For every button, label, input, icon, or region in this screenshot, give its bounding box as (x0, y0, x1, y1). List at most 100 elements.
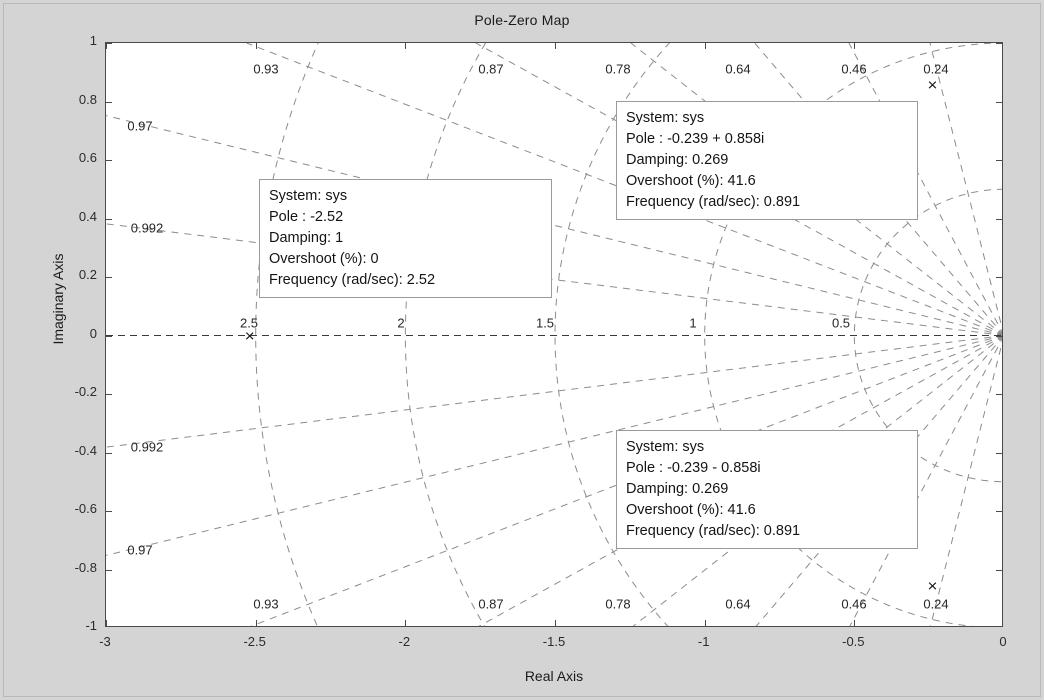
y-tick-mark (996, 101, 1002, 103)
frequency-label-2: 2 (397, 315, 405, 331)
damping-ray-0.24 (929, 341, 1002, 626)
datatip-real-pole[interactable]: System: sys Pole : -2.52 Damping: 1 Over… (259, 179, 552, 299)
y-tick-mark (996, 569, 1002, 571)
x-tick-label: -3 (99, 634, 111, 649)
datatip-frequency: Frequency (rad/sec): 0.891 (626, 193, 801, 210)
x-tick-mark (255, 620, 257, 626)
y-tick-label: 0.6 (78, 150, 97, 165)
damping-ray-0.97 (106, 335, 1002, 556)
datatip-frequency: Frequency (rad/sec): 0.891 (626, 522, 801, 539)
frequency-label-0.5: 0.5 (831, 315, 851, 331)
damping-label-bottom-0.87: 0.87 (478, 596, 504, 612)
x-tick-mark (704, 43, 706, 49)
y-tick-mark (106, 160, 112, 161)
damping-label-bottom-0.24: 0.24 (923, 596, 949, 612)
wn-arc-1 (704, 43, 1002, 626)
y-tick-mark (996, 452, 1002, 454)
x-tick-label: -2.5 (243, 634, 266, 649)
x-tick-mark (854, 620, 856, 626)
damping-ray-0.46 (849, 338, 1002, 626)
damping-label-left-lower-0.992: 0.992 (130, 439, 164, 455)
wn-arc-1.5 (554, 43, 671, 626)
x-tick-label: -1.5 (542, 634, 566, 649)
datatip-pole: Pole : -2.52 (269, 208, 344, 225)
damping-ray-0.24 (929, 43, 1002, 330)
y-tick-label: 0.4 (78, 208, 97, 224)
damping-label-top-0.64: 0.64 (725, 61, 751, 77)
damping-label-bottom-0.46: 0.46 (841, 596, 867, 612)
datatip-overshoot: Overshoot (%): 41.6 (626, 172, 756, 189)
x-tick-mark (555, 43, 556, 49)
x-tick-mark (106, 43, 107, 49)
x-tick-label: -1 (697, 634, 710, 649)
y-tick-label: 1 (89, 33, 97, 48)
wn-arc-2.5 (255, 43, 319, 626)
x-tick-mark (704, 620, 706, 626)
damping-label-left-0.97: 0.97 (127, 118, 153, 134)
x-tick-mark (255, 43, 257, 49)
wn-arc-0.5 (853, 188, 1002, 483)
damping-ray-0.46 (848, 43, 1002, 333)
x-tick-mark (106, 620, 107, 626)
y-tick-label: 0.8 (78, 91, 97, 107)
x-tick-label: -0.5 (842, 634, 865, 649)
y-tick-mark (996, 394, 1002, 395)
y-tick-label: -0.4 (74, 442, 97, 458)
y-tick-mark (106, 101, 112, 103)
damping-label-top-0.93: 0.93 (253, 61, 279, 77)
damping-ray-0.992 (106, 223, 1002, 336)
damping-label-top-0.87: 0.87 (478, 61, 504, 77)
y-tick-mark (106, 218, 112, 220)
damping-label-bottom-0.93: 0.93 (253, 596, 279, 612)
damping-label-bottom-0.78: 0.78 (605, 596, 631, 612)
y-tick-mark (996, 218, 1002, 220)
frequency-label-1: 1 (689, 315, 697, 331)
damping-label-top-0.24: 0.24 (923, 61, 949, 77)
y-tick-mark (106, 335, 112, 337)
y-tick-mark (106, 569, 112, 571)
y-axis-title: Imaginary Axis (50, 253, 66, 345)
damping-label-left-0.992: 0.992 (130, 220, 164, 236)
y-tick-mark (996, 511, 1002, 512)
frequency-label-1.5: 1.5 (535, 315, 555, 331)
x-tick-label: -2 (398, 634, 411, 649)
y-tick-label: -0.2 (74, 384, 97, 399)
pole-marker[interactable]: × (244, 326, 255, 345)
wn-arc-2 (404, 43, 486, 626)
y-tick-mark (996, 335, 1002, 337)
datatip-pole: Pole : -0.239 - 0.858i (626, 459, 761, 476)
y-tick-label: -0.6 (74, 501, 97, 516)
damping-ray-0.992 (106, 335, 1002, 448)
datatip-damping: Damping: 1 (269, 229, 344, 246)
datatip-damping: Damping: 0.269 (626, 480, 729, 497)
x-tick-mark (555, 620, 556, 626)
damping-label-left-lower-0.97: 0.97 (127, 542, 153, 558)
y-tick-label: -0.8 (74, 559, 97, 575)
y-tick-label: 0.2 (78, 267, 97, 282)
y-tick-label: -1 (85, 618, 97, 633)
pole-marker[interactable]: × (927, 576, 938, 596)
x-tick-mark (405, 43, 407, 49)
page-title: Pole-Zero Map (474, 12, 570, 28)
datatip-system: System: sys (626, 110, 705, 126)
datatip-system: System: sys (269, 188, 348, 204)
y-tick-mark (996, 277, 1002, 278)
datatip-pole: Pole : -0.239 + 0.858i (626, 130, 765, 147)
y-tick-mark (106, 511, 112, 512)
x-tick-label: 0 (999, 634, 1007, 649)
x-axis-title: Real Axis (524, 668, 584, 684)
damping-label-top-0.46: 0.46 (841, 61, 867, 77)
frequency-label-2.5: 2.5 (239, 315, 259, 331)
x-tick-mark (854, 43, 856, 49)
y-tick-mark (106, 43, 112, 44)
datatip-system: System: sys (626, 439, 705, 455)
y-tick-mark (106, 452, 112, 454)
datatip-complex-upper[interactable]: System: sys Pole : -0.239 + 0.858i Dampi… (616, 101, 918, 221)
figure-border (3, 3, 1041, 697)
datatip-complex-lower[interactable]: System: sys Pole : -0.239 - 0.858i Dampi… (616, 430, 918, 550)
pole-marker[interactable]: × (927, 75, 938, 95)
y-tick-mark (996, 160, 1002, 161)
datatip-frequency: Frequency (rad/sec): 2.52 (269, 271, 436, 288)
y-tick-mark (106, 277, 112, 278)
x-tick-mark (405, 620, 407, 626)
